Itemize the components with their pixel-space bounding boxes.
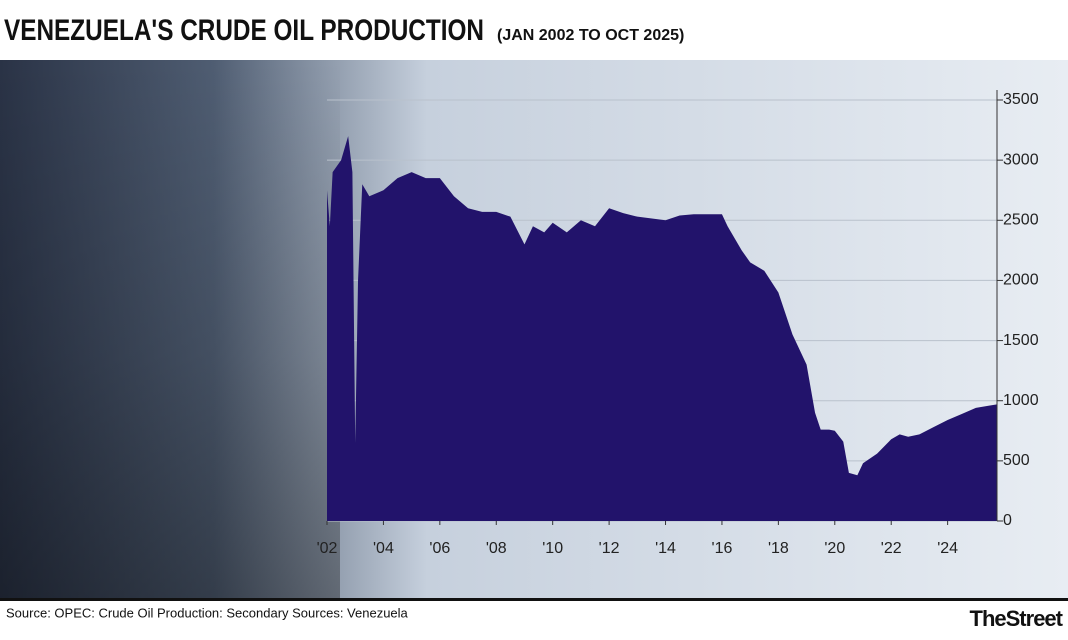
x-tick-label: '16 — [712, 540, 733, 557]
x-tick-label: '22 — [881, 540, 902, 557]
y-tick-label: 3500 — [1003, 91, 1039, 108]
area — [327, 136, 997, 522]
y-tick-label: 500 — [1003, 452, 1030, 469]
x-tick-label: '04 — [373, 540, 394, 557]
y-tick-label: 2500 — [1003, 212, 1039, 229]
y-tick-label: 1000 — [1003, 392, 1039, 409]
x-tick-label: '08 — [486, 540, 507, 557]
photo-shade — [0, 60, 340, 600]
x-tick-label: '06 — [429, 540, 450, 557]
source-note: Source: OPEC: Crude Oil Production: Seco… — [6, 605, 409, 620]
y-tick-label: 0 — [1003, 512, 1012, 529]
x-tick-label: '18 — [768, 540, 789, 557]
chart-subtitle: (JAN 2002 TO OCT 2025) — [497, 27, 684, 44]
brand-logo: TheStreet — [970, 606, 1064, 631]
x-tick-label: '02 — [317, 540, 338, 557]
x-tick-label: '12 — [599, 540, 620, 557]
y-tick-label: 1500 — [1003, 332, 1039, 349]
y-tick-label: 2000 — [1003, 272, 1039, 289]
x-tick-label: '14 — [655, 540, 676, 557]
y-tick-label: 3000 — [1003, 151, 1039, 168]
footer-rule — [0, 598, 1068, 601]
x-tick-label: '10 — [542, 540, 563, 557]
x-tick-label: '24 — [937, 540, 958, 557]
x-tick-label: '20 — [824, 540, 845, 557]
chart-title: VENEZUELA'S CRUDE OIL PRODUCTION — [4, 14, 484, 47]
